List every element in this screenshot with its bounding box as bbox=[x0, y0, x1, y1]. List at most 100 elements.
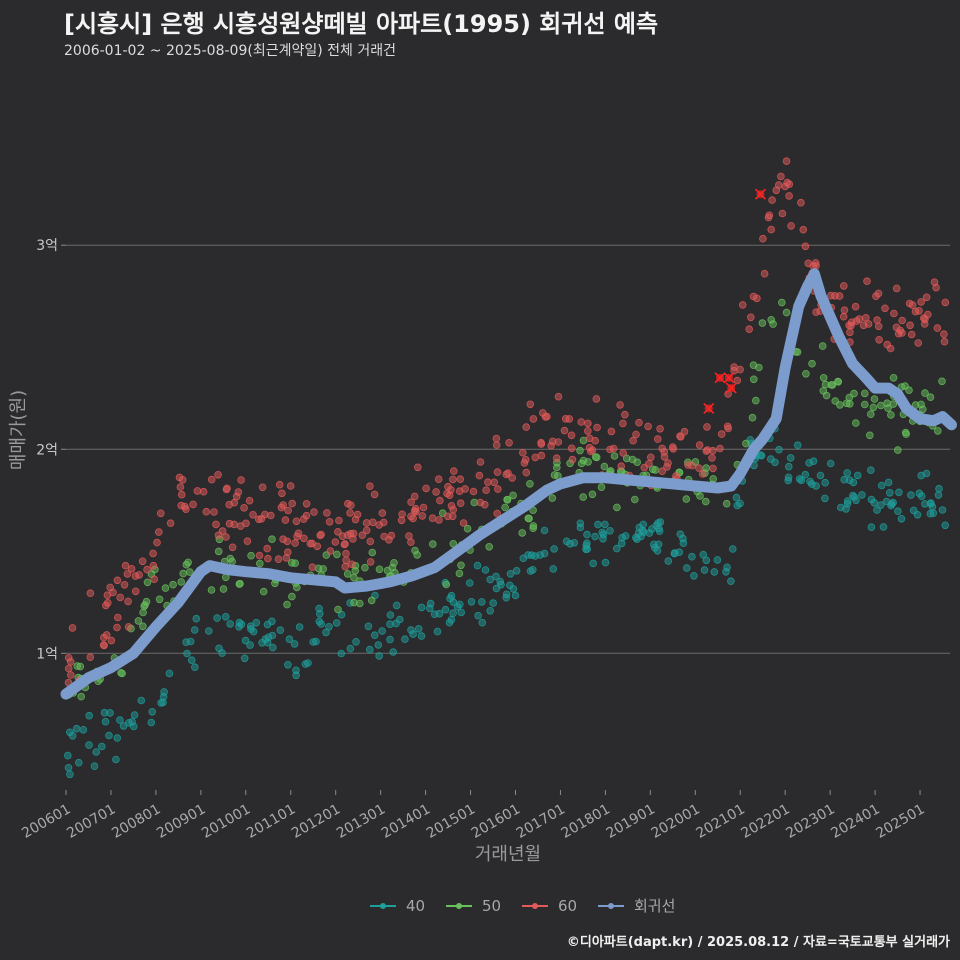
data-point bbox=[567, 431, 576, 440]
data-point bbox=[617, 462, 625, 471]
x-axis-label: 거래년월 bbox=[475, 844, 541, 865]
data-point bbox=[548, 437, 557, 446]
data-point bbox=[192, 614, 201, 623]
data-point bbox=[801, 470, 810, 479]
data-point bbox=[540, 549, 549, 558]
data-point bbox=[457, 608, 466, 617]
data-point bbox=[449, 505, 458, 514]
data-points bbox=[62, 157, 950, 779]
data-point bbox=[688, 552, 696, 561]
data-point bbox=[247, 551, 255, 560]
data-point bbox=[621, 410, 629, 419]
data-point bbox=[392, 601, 401, 610]
data-point bbox=[279, 501, 288, 509]
data-point bbox=[419, 503, 428, 512]
data-point bbox=[124, 623, 133, 631]
legend-label: 40 bbox=[406, 897, 425, 915]
data-point bbox=[682, 564, 691, 572]
data-point bbox=[845, 476, 854, 484]
series-50-points bbox=[62, 298, 946, 701]
data-point bbox=[921, 500, 929, 508]
data-point bbox=[485, 542, 494, 551]
data-point bbox=[905, 386, 913, 395]
data-point bbox=[501, 503, 509, 512]
data-point bbox=[568, 455, 577, 464]
data-point bbox=[361, 563, 369, 572]
data-point bbox=[130, 711, 139, 719]
data-point bbox=[808, 359, 816, 368]
data-point bbox=[90, 762, 99, 770]
highlight-point bbox=[714, 372, 726, 384]
data-point bbox=[549, 565, 558, 573]
data-point bbox=[165, 669, 174, 678]
data-point bbox=[588, 490, 597, 499]
data-point bbox=[579, 493, 587, 501]
data-point bbox=[315, 617, 324, 626]
data-point bbox=[138, 557, 147, 566]
legend-item-회귀선: 회귀선 bbox=[598, 897, 675, 915]
data-point bbox=[618, 533, 626, 542]
data-point bbox=[86, 653, 95, 661]
data-point bbox=[285, 635, 294, 643]
data-point bbox=[695, 441, 704, 449]
data-point bbox=[896, 326, 904, 335]
data-point bbox=[445, 491, 454, 500]
data-point bbox=[834, 377, 842, 386]
data-point bbox=[702, 556, 711, 565]
data-point bbox=[607, 427, 616, 436]
data-point bbox=[375, 565, 384, 574]
data-point bbox=[362, 526, 371, 535]
data-point bbox=[801, 242, 810, 251]
data-point bbox=[749, 375, 758, 384]
data-point bbox=[412, 507, 420, 516]
data-point bbox=[346, 509, 354, 517]
data-point bbox=[675, 548, 684, 556]
data-point bbox=[255, 551, 264, 560]
data-point bbox=[386, 635, 394, 644]
data-point bbox=[461, 485, 469, 493]
data-point bbox=[630, 495, 639, 504]
data-point bbox=[205, 627, 213, 635]
data-point bbox=[589, 559, 597, 568]
data-point bbox=[302, 499, 311, 508]
data-point bbox=[455, 569, 464, 578]
data-point bbox=[362, 519, 371, 527]
data-point bbox=[310, 508, 318, 516]
data-point bbox=[550, 545, 558, 553]
data-point bbox=[268, 643, 277, 652]
data-point bbox=[616, 401, 624, 409]
data-point bbox=[851, 302, 860, 311]
chart-title: [시흥시] 은행 시흥성원샹떼빌 아파트(1995) 회귀선 예측 bbox=[64, 10, 659, 38]
data-point bbox=[755, 363, 763, 372]
data-point bbox=[866, 466, 875, 475]
data-point bbox=[679, 539, 688, 547]
data-point bbox=[325, 517, 334, 526]
data-point bbox=[742, 439, 750, 448]
data-point bbox=[308, 563, 317, 571]
data-point bbox=[467, 597, 476, 606]
data-point bbox=[518, 529, 526, 537]
data-point bbox=[632, 430, 640, 439]
data-point bbox=[767, 315, 775, 324]
data-point bbox=[106, 709, 114, 717]
data-point bbox=[922, 293, 931, 302]
x-tick-label: 200801 bbox=[109, 801, 163, 842]
highlight-point bbox=[754, 188, 767, 200]
data-point bbox=[926, 393, 935, 402]
data-point bbox=[819, 373, 828, 382]
data-point bbox=[703, 423, 711, 431]
data-point bbox=[263, 620, 272, 629]
data-point bbox=[874, 322, 883, 331]
data-point bbox=[785, 180, 794, 189]
data-point bbox=[935, 484, 943, 493]
data-point bbox=[732, 493, 741, 502]
data-point bbox=[805, 459, 813, 467]
data-point bbox=[157, 699, 165, 707]
data-point bbox=[893, 446, 902, 454]
data-point bbox=[274, 555, 283, 563]
data-point bbox=[554, 392, 563, 401]
data-point bbox=[492, 441, 501, 449]
data-point bbox=[264, 554, 272, 563]
data-point bbox=[401, 635, 409, 643]
x-tick-label: 201301 bbox=[334, 801, 388, 842]
